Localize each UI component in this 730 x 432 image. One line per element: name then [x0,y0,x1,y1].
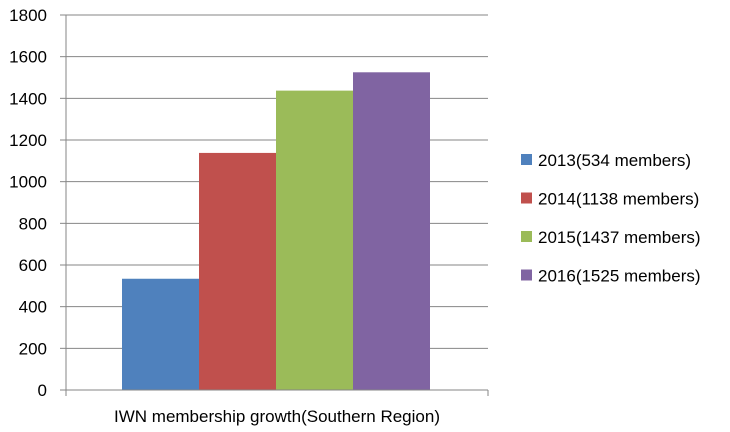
y-tick-label: 1200 [9,131,47,150]
y-tick-label: 200 [19,339,47,358]
y-tick-label: 0 [38,381,47,400]
legend-swatch [521,154,532,165]
bar-1 [122,278,199,390]
legend-swatch [521,269,532,281]
legend-label: 2014(1138 members) [538,190,699,209]
y-tick-label: 1000 [9,173,47,192]
y-tick-label: 400 [19,298,47,317]
bar-4 [353,72,430,391]
bars [122,72,430,391]
legend: 2013(534 members) 2014(1138 members) 2015(… [521,151,701,286]
y-tick-label: 1600 [9,48,47,67]
legend-label: 2016(1525 members) [538,267,701,286]
legend-label: 2013(534 members) [538,151,691,170]
y-tick-label: 800 [19,214,47,233]
y-tick-label: 600 [19,256,47,275]
y-tick-label: 1400 [9,89,47,108]
bar-2 [199,152,276,390]
y-axis-ticks: 0 200 400 600 800 1000 1200 1400 1600 1800 [9,6,66,400]
bar-3 [276,90,353,390]
y-tick-label: 1800 [9,6,47,25]
legend-swatch [521,231,532,242]
legend-label: 2015(1437 members) [538,228,701,247]
x-category-label: IWN membership growth(Southern Region) [114,407,440,426]
legend-swatch [521,192,532,204]
